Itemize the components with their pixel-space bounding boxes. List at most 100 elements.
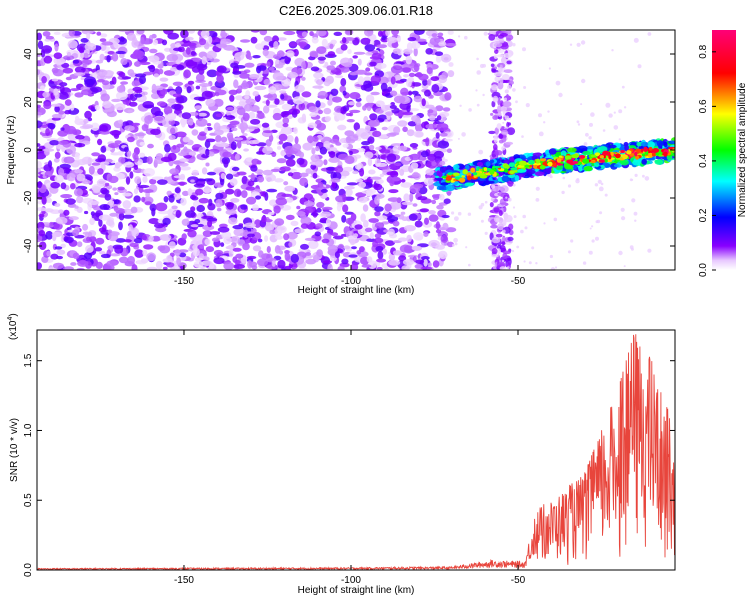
noise-blob: [172, 93, 182, 98]
noise-blob: [41, 45, 53, 54]
noise-blob: [411, 82, 422, 87]
noise-blob: [299, 177, 308, 187]
noise-blob: [42, 91, 50, 98]
noise-blob: [216, 65, 227, 73]
noise-blob: [59, 82, 68, 87]
noise-blob: [147, 143, 154, 149]
noise-blob: [95, 59, 104, 64]
noise-blob: [293, 127, 298, 134]
noise-blob: [233, 137, 244, 141]
noise-blob: [168, 194, 175, 203]
noise-blob: [292, 143, 302, 152]
noise-blob: [205, 138, 216, 143]
noise-blob: [342, 204, 349, 213]
signal-blob: [534, 171, 545, 176]
noise-dot: [582, 261, 587, 265]
noise-blob: [507, 257, 512, 261]
noise-blob: [75, 134, 85, 140]
signal-core: [622, 153, 628, 160]
noise-blob: [114, 162, 122, 168]
noise-blob: [150, 106, 161, 116]
noise-blob: [157, 210, 170, 215]
noise-blob: [171, 103, 182, 110]
noise-dot: [452, 243, 455, 247]
signal-blob: [446, 184, 455, 192]
noise-blob: [38, 213, 45, 218]
noise-blob: [163, 106, 173, 115]
noise-dot: [580, 103, 583, 106]
noise-blob: [271, 260, 276, 267]
noise-blob: [284, 252, 291, 261]
noise-blob: [109, 130, 122, 136]
noise-blob: [95, 261, 103, 269]
noise-blob: [387, 197, 400, 203]
noise-blob: [133, 153, 139, 163]
noise-blob: [275, 235, 283, 240]
noise-blob: [170, 66, 178, 72]
noise-dot: [642, 174, 645, 178]
noise-blob: [413, 95, 423, 103]
noise-blob: [134, 249, 144, 258]
noise-blob: [292, 96, 305, 105]
noise-blob: [158, 68, 164, 75]
noise-dot: [594, 183, 599, 187]
snr-y-label: SNR (10 * v/v): [9, 418, 20, 482]
noise-dot: [467, 212, 472, 216]
noise-dot: [523, 86, 527, 89]
noise-blob: [321, 238, 330, 244]
signal-core: [517, 164, 523, 168]
noise-blob: [342, 90, 347, 96]
noise-blob: [232, 70, 242, 75]
noise-blob: [141, 196, 146, 203]
x-tick-label: -50: [511, 575, 526, 586]
signal-core: [470, 167, 476, 173]
noise-dot: [581, 78, 586, 84]
noise-blob: [311, 147, 316, 155]
noise-blob: [215, 43, 227, 48]
noise-blob: [81, 30, 94, 35]
colorbar-tick-label: 0.2: [698, 208, 709, 222]
noise-blob: [362, 204, 369, 212]
snr-scale-factor: (x104): [7, 313, 19, 340]
noise-blob: [227, 124, 237, 129]
noise-blob: [437, 140, 450, 149]
noise-blob: [220, 178, 225, 186]
noise-dot: [576, 42, 581, 47]
noise-blob: [220, 242, 225, 247]
signal-core: [489, 169, 495, 175]
noise-dot: [461, 132, 466, 137]
noise-blob: [323, 233, 332, 240]
noise-blob: [423, 231, 429, 237]
noise-dot: [511, 249, 515, 253]
noise-blob: [345, 188, 353, 197]
noise-blob: [64, 110, 71, 115]
noise-blob: [353, 51, 366, 55]
signal-blob: [464, 182, 474, 187]
noise-blob: [283, 233, 290, 241]
signal-core: [647, 152, 654, 158]
noise-blob: [423, 258, 428, 267]
noise-blob: [83, 252, 93, 260]
snr-y-ticks: 0.0 0.5 1.0 1.5: [23, 353, 675, 577]
noise-blob: [250, 36, 258, 44]
figure-title: C2E6.2025.309.06.01.R18: [279, 3, 433, 18]
noise-blob: [328, 157, 340, 163]
noise-dot: [515, 100, 518, 104]
noise-blob: [40, 125, 48, 128]
noise-blob: [199, 83, 211, 87]
noise-blob: [300, 243, 309, 250]
noise-dot: [468, 108, 472, 112]
signal-core: [447, 172, 454, 176]
noise-blob: [141, 124, 149, 132]
snr-panel: -150 -100 -50 0.0 0.5 1.0 1.5 Height of strai…: [7, 313, 676, 596]
noise-blob: [226, 202, 234, 210]
noise-dot: [535, 186, 540, 191]
noise-blob: [490, 63, 495, 68]
noise-dot: [595, 220, 599, 224]
noise-dot: [647, 32, 652, 36]
noise-blob: [491, 100, 496, 108]
noise-blob: [148, 218, 160, 225]
signal-core: [518, 160, 527, 166]
noise-blob: [234, 52, 245, 61]
colorbar-tick-label: 0.0: [698, 263, 709, 277]
